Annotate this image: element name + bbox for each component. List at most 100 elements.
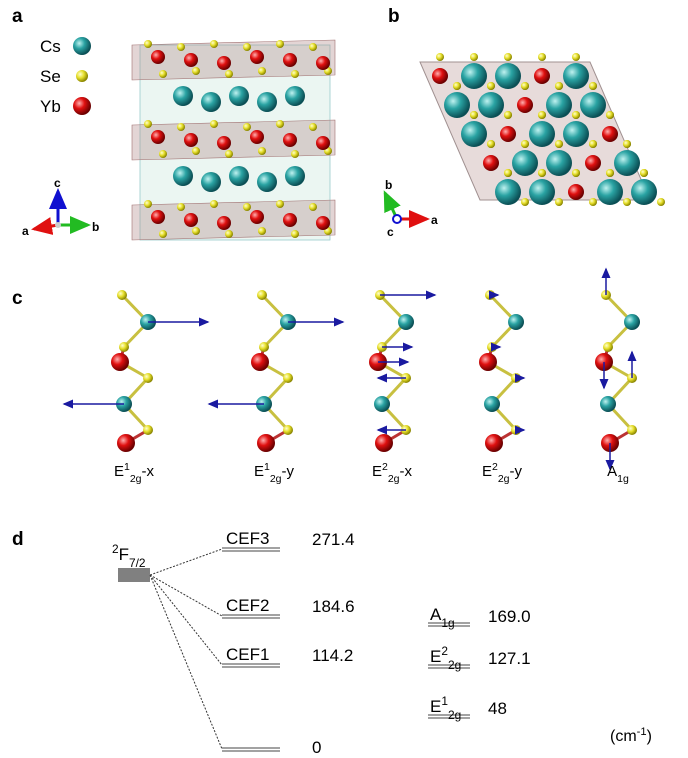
atom-Se [283, 425, 293, 435]
atom-Se [309, 43, 317, 51]
atom-Se [243, 203, 251, 211]
mode-label: E22g-y [482, 461, 523, 485]
atom-Se [606, 169, 614, 177]
atom-Se [177, 123, 185, 131]
atom-Se [225, 150, 233, 158]
atom-Yb [479, 353, 497, 371]
atom-Cs [508, 314, 524, 330]
atom-Cs [529, 121, 555, 147]
atom-Yb [585, 155, 601, 171]
atom-Yb [151, 210, 165, 224]
text-base: E [430, 647, 441, 666]
atom-Cs [580, 92, 606, 118]
text-base: E [114, 463, 124, 480]
atom-Cs [229, 166, 249, 186]
atom-Cs [495, 63, 521, 89]
atom-Se [144, 200, 152, 208]
atom-Se [276, 40, 284, 48]
phonon-energy: 169.0 [488, 607, 531, 626]
text-base: (cm [610, 728, 637, 745]
atom-Se [521, 198, 529, 206]
atom-Cs [201, 172, 221, 192]
atom-Yb [485, 434, 503, 452]
panel-label: d [12, 529, 24, 550]
axis-arrow [34, 225, 58, 229]
atom-Yb [283, 213, 297, 227]
atom-Se [177, 203, 185, 211]
atom-Se [470, 111, 478, 119]
level-energy: 184.6 [312, 597, 355, 616]
atom-Yb [151, 50, 165, 64]
atom-Yb [316, 216, 330, 230]
text-sub: 2g [130, 473, 142, 485]
atom-Se [572, 53, 580, 61]
phonon-energy: 48 [488, 699, 507, 718]
atom-Cs [173, 166, 193, 186]
text-base: E [254, 463, 264, 480]
atom-Se [291, 150, 299, 158]
atom-Yb [283, 53, 297, 67]
atom-Se [589, 140, 597, 148]
atom-Se [309, 123, 317, 131]
atom-Cs [229, 86, 249, 106]
text-sub: 1g [441, 616, 454, 630]
atom-Se [258, 147, 266, 155]
level-energy: 0 [312, 738, 321, 757]
atom-Se [291, 230, 299, 238]
atom-Cs [512, 150, 538, 176]
text-sup: 2 [382, 461, 388, 473]
atom-Se [640, 169, 648, 177]
atom-Se [291, 70, 299, 78]
atom-Se [144, 40, 152, 48]
atom-Yb [117, 434, 135, 452]
atom-Se [243, 43, 251, 51]
atom-Se [210, 40, 218, 48]
cef-connector [150, 549, 222, 575]
atom-Se [521, 140, 529, 148]
level-label: CEF2 [226, 596, 269, 615]
term-symbol: 2F7/2 [112, 542, 146, 570]
text-sup: 2 [441, 644, 448, 658]
axis-origin [55, 222, 61, 228]
atom-Se [589, 198, 597, 206]
atom-Cs [201, 92, 221, 112]
atom-Se [555, 82, 563, 90]
unit-label: (cm-1) [610, 726, 652, 745]
atom-Yb [602, 126, 618, 142]
text-sub: 2g [448, 708, 461, 722]
atom-Yb [316, 56, 330, 70]
atom-Se [258, 67, 266, 75]
atom-Cs [495, 179, 521, 205]
atom-Yb [251, 353, 269, 371]
atom-Se [627, 425, 637, 435]
level-label: CEF1 [226, 645, 269, 664]
mode-label: E22g-x [372, 461, 413, 485]
text-base: -y [282, 463, 295, 480]
atom-Se [76, 70, 88, 82]
atom-Yb [217, 216, 231, 230]
atom-Cs [484, 396, 500, 412]
mode-label: A1g [607, 463, 629, 485]
atom-Se [119, 342, 129, 352]
text-sub: 2g [388, 473, 400, 485]
atom-Se [538, 169, 546, 177]
atom-Yb [517, 97, 533, 113]
atom-Se [606, 111, 614, 119]
text-base: E [430, 697, 441, 716]
atom-Se [210, 120, 218, 128]
atom-Cs [398, 314, 414, 330]
atom-Cs [285, 86, 305, 106]
figure: a b c d CsSeYbcabbcaE12g-xE12g-yE22g-xE2… [0, 0, 688, 758]
atom-Se [143, 373, 153, 383]
atom-Se [555, 140, 563, 148]
panel-label: a [12, 6, 23, 27]
level-energy: 271.4 [312, 530, 355, 549]
atom-Se [470, 53, 478, 61]
atom-Yb [217, 136, 231, 150]
text-sup: 2 [492, 461, 498, 473]
axis-label: a [431, 213, 438, 227]
atom-Se [192, 227, 200, 235]
atom-Yb [257, 434, 275, 452]
text-base: -x [142, 463, 155, 480]
atom-Yb [184, 53, 198, 67]
